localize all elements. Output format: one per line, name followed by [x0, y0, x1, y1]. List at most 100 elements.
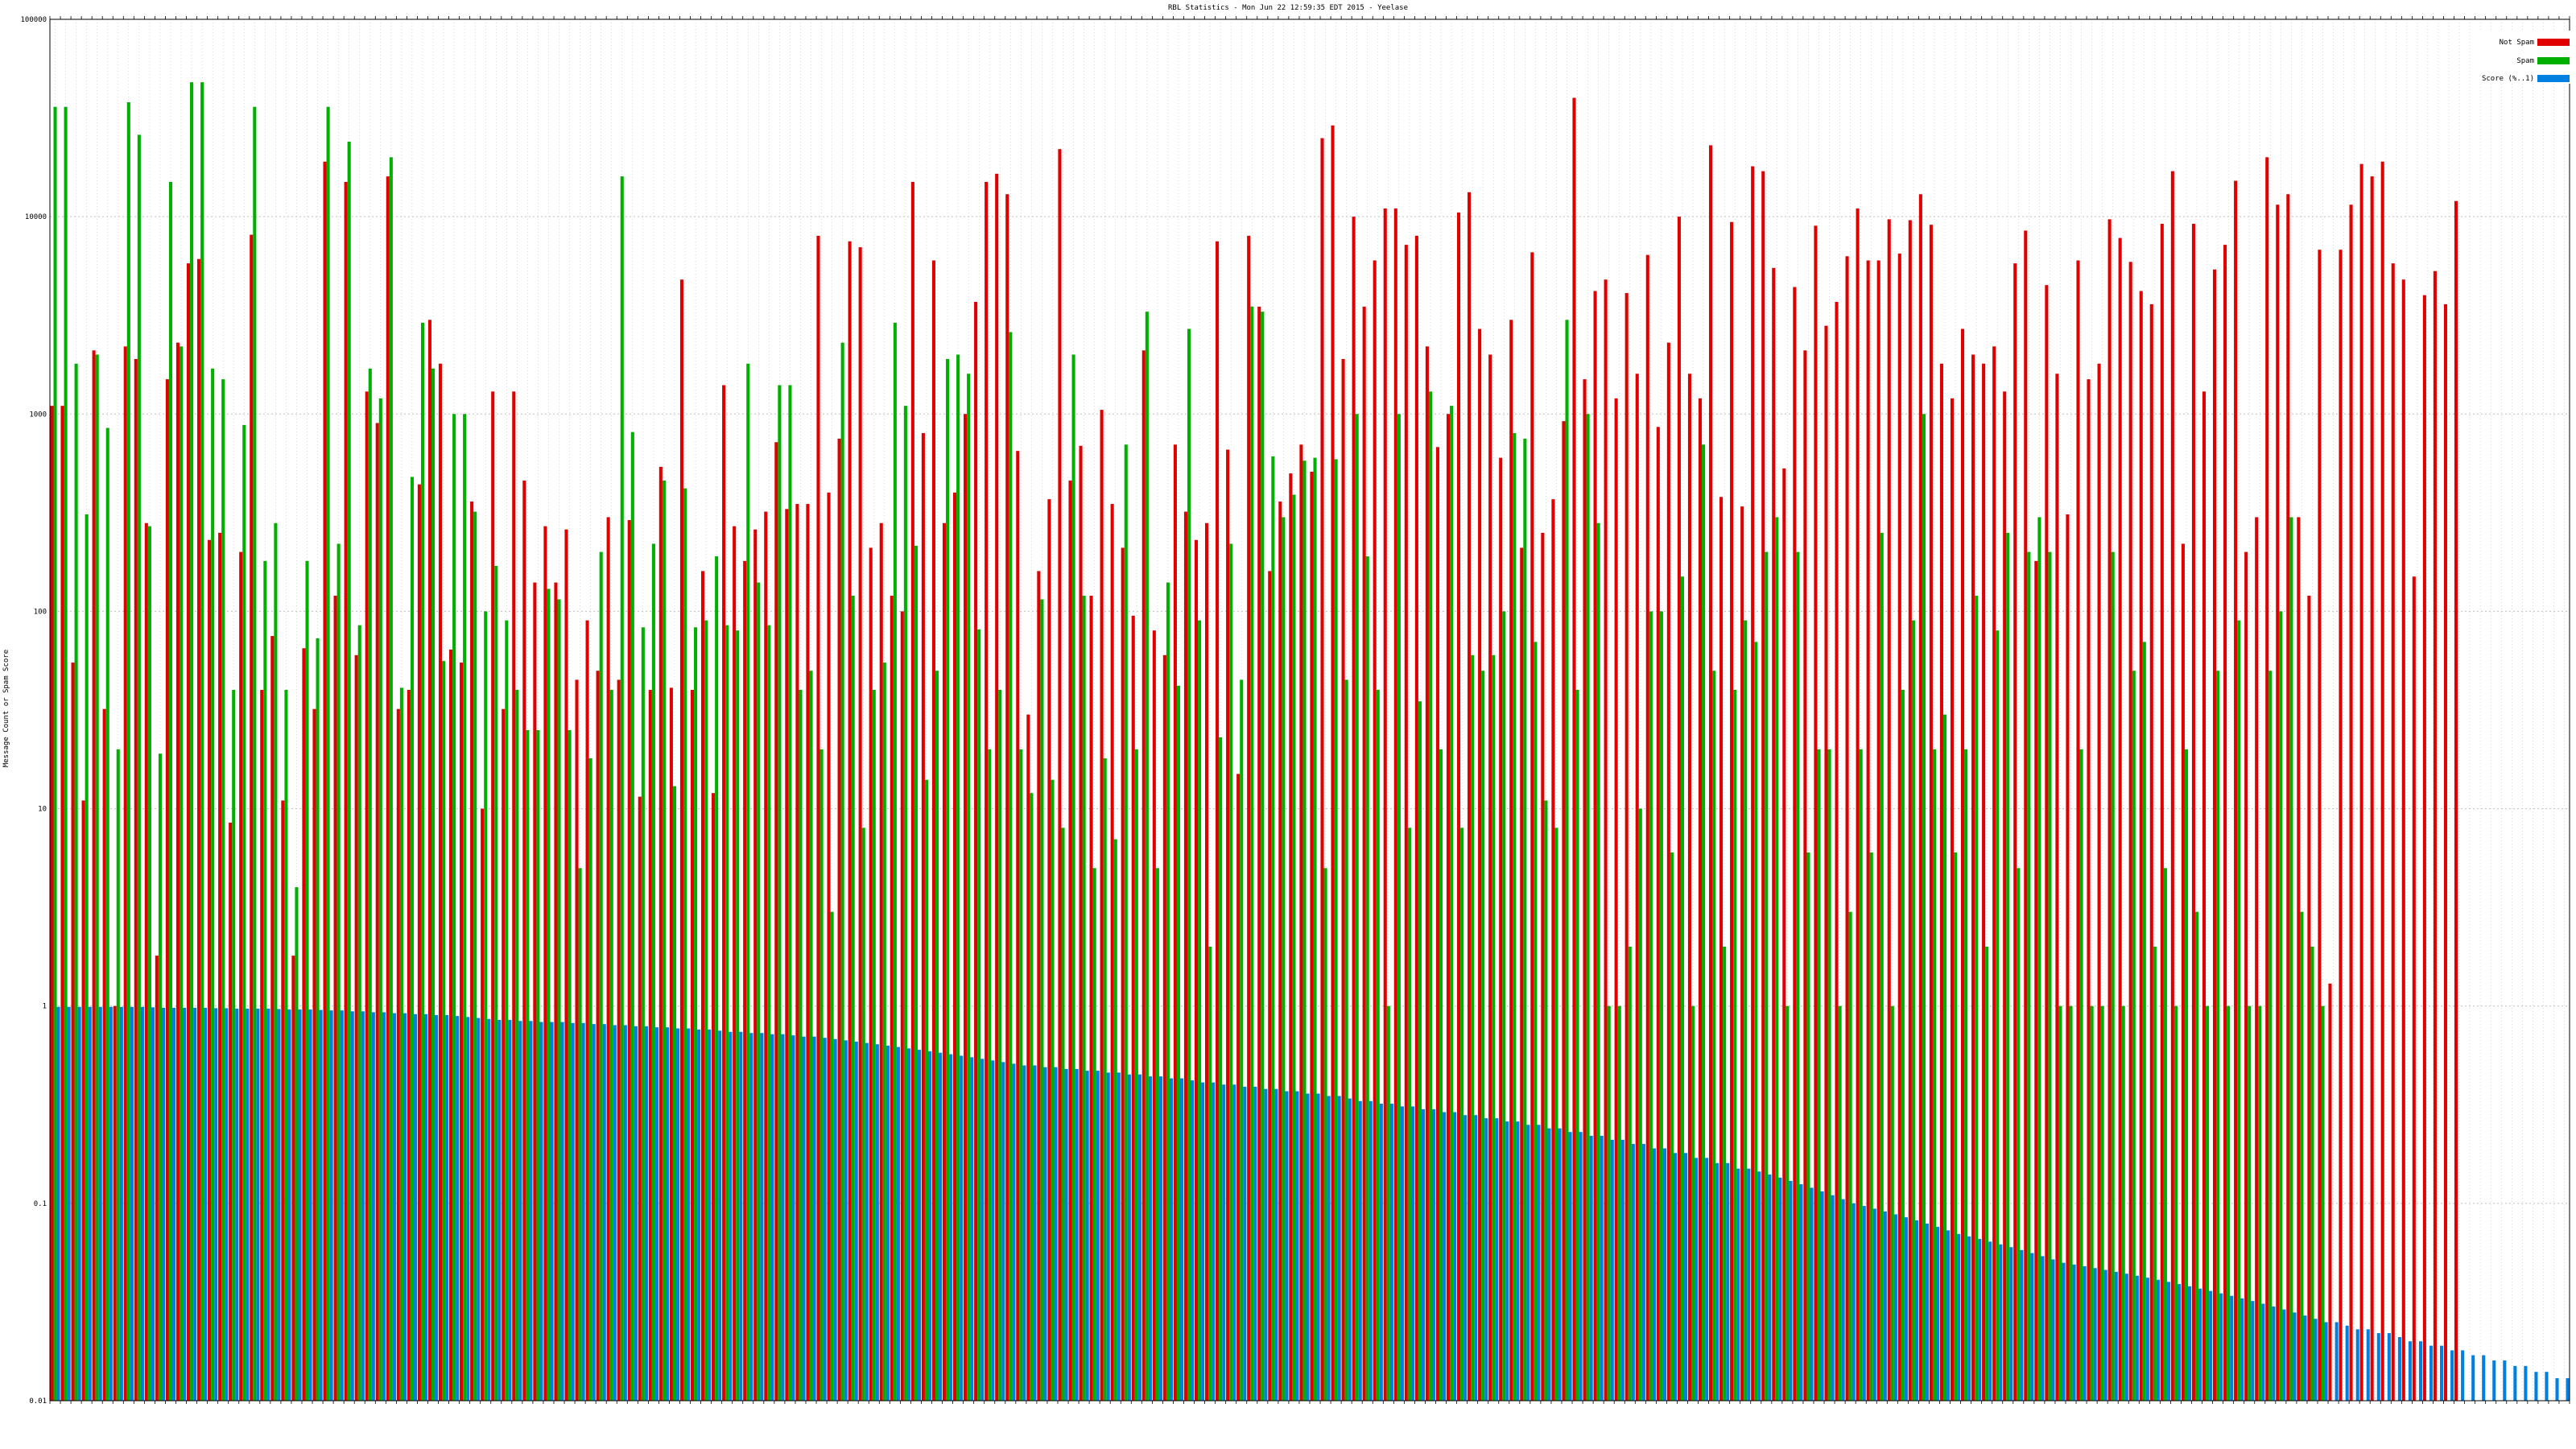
bar-spam [1575, 689, 1579, 1401]
bar-not-spam [81, 800, 85, 1401]
bar-score [2103, 1269, 2107, 1401]
bar-spam [1124, 444, 1128, 1402]
bar-not-spam [1719, 497, 1724, 1401]
bar-score [402, 1013, 407, 1401]
bar-score [2566, 1378, 2570, 1401]
bar-not-spam [1058, 149, 1062, 1401]
bar-spam [126, 102, 130, 1401]
bar-spam [2321, 1005, 2325, 1401]
bar-score [424, 1013, 428, 1401]
bar-spam [935, 671, 939, 1401]
bar-spam [588, 758, 592, 1401]
bar-score [1306, 1093, 1310, 1401]
bar-spam [1103, 758, 1107, 1401]
bar-spam [809, 671, 813, 1401]
bar-spam [1051, 779, 1055, 1401]
bar-spam [830, 911, 834, 1401]
bar-spam [1071, 354, 1075, 1401]
bar-not-spam [2255, 517, 2259, 1401]
bar-not-spam [1037, 571, 1041, 1401]
bar-score [1810, 1187, 1814, 1401]
bar-not-spam [302, 648, 306, 1401]
bar-not-spam [448, 649, 453, 1401]
bar-spam [2132, 671, 2136, 1401]
bar-not-spam [312, 708, 316, 1401]
bar-score [823, 1038, 827, 1401]
bar-spam [326, 106, 330, 1401]
bar-score [2062, 1262, 2066, 1401]
bar-score [1495, 1118, 1499, 1401]
bar-spam [147, 526, 151, 1401]
bar-not-spam [1373, 260, 1377, 1402]
bar-score [298, 1009, 302, 1401]
bar-score [1705, 1158, 1709, 1401]
bar-not-spam [354, 654, 358, 1401]
bar-spam [484, 611, 488, 1401]
bar-spam [473, 511, 477, 1401]
bar-not-spam [92, 350, 96, 1402]
bar-spam [1775, 517, 1779, 1401]
bar-score [1695, 1158, 1699, 1401]
bar-spam [116, 749, 120, 1401]
bar-score [1620, 1139, 1624, 1401]
bar-not-spam [1583, 379, 1587, 1402]
bar-spam [305, 560, 309, 1401]
bar-score [539, 1022, 543, 1401]
bar-score [1148, 1076, 1152, 1401]
bar-spam [232, 689, 236, 1401]
bar-not-spam [460, 663, 464, 1401]
bar-not-spam [229, 822, 233, 1401]
bar-spam [2258, 1005, 2262, 1401]
bar-score [791, 1035, 795, 1401]
bar-score [435, 1014, 439, 1401]
bar-not-spam [1068, 480, 1072, 1401]
bar-not-spam [1604, 279, 1608, 1401]
bar-spam [1439, 749, 1443, 1401]
bar-spam [725, 625, 729, 1401]
bar-not-spam [700, 571, 705, 1401]
bar-spam [1690, 1005, 1695, 1401]
bar-score [2261, 1303, 2265, 1401]
bar-spam [967, 374, 971, 1401]
bar-score [1652, 1148, 1656, 1401]
bar-not-spam [1141, 350, 1146, 1402]
bar-spam [1450, 406, 1454, 1402]
bar-score [2334, 1322, 2339, 1401]
bar-score [970, 1057, 974, 1401]
bar-not-spam [2160, 224, 2164, 1401]
bar-score [2534, 1372, 2538, 1401]
bar-spam [431, 368, 436, 1401]
bar-score [2355, 1329, 2359, 1401]
bar-spam [1113, 839, 1117, 1401]
bar-score [382, 1012, 386, 1401]
bar-spam [378, 398, 382, 1401]
bar-not-spam [952, 492, 957, 1401]
bar-score [844, 1040, 848, 1401]
bar-spam [2310, 946, 2314, 1401]
bar-spam [1617, 1005, 1621, 1401]
bar-not-spam [1740, 506, 1744, 1401]
bar-spam [2153, 946, 2157, 1401]
bar-spam [1376, 689, 1380, 1401]
bar-not-spam [2034, 560, 2038, 1401]
bar-not-spam [1435, 447, 1439, 1401]
bar-not-spam [722, 385, 726, 1401]
bar-spam [263, 560, 267, 1401]
bar-not-spam [2286, 194, 2290, 1402]
bar-not-spam [281, 800, 285, 1401]
bar-spam [1911, 620, 1915, 1401]
bar-spam [442, 661, 446, 1401]
bar-spam [1009, 332, 1013, 1401]
bar-spam [2289, 517, 2293, 1401]
y-tick-label: 10000 [25, 213, 47, 221]
bar-spam [1890, 1005, 1894, 1401]
bar-score [1893, 1214, 1897, 1401]
bar-score [687, 1028, 691, 1401]
bar-score [109, 1006, 113, 1401]
bar-not-spam [1383, 208, 1387, 1401]
bar-not-spam [648, 689, 652, 1401]
bar-spam [1744, 620, 1748, 1401]
bar-spam [1397, 414, 1401, 1402]
bar-score [1022, 1065, 1026, 1401]
bar-not-spam [1121, 547, 1125, 1401]
